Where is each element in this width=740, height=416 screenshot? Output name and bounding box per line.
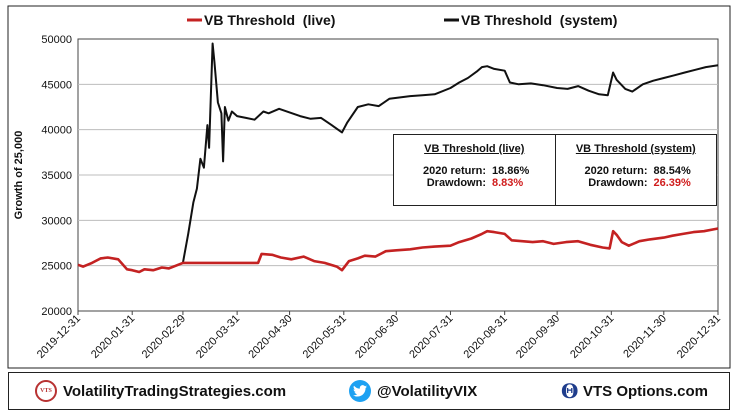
- x-tick-label: 2020-02-29: [140, 313, 188, 361]
- x-tick-label: 2020-12-31: [675, 313, 723, 361]
- x-tick-label: 2020-06-30: [353, 313, 401, 361]
- stats-live: VB Threshold (live) 2020 return: 18.86% …: [394, 135, 555, 205]
- stats-system-drawdown-value: 26.39%: [653, 177, 691, 189]
- y-tick-label: 35000: [41, 170, 72, 182]
- stats-system-return-value: 88.54%: [653, 165, 691, 177]
- y-axis-label: Growth of 25,000: [13, 131, 25, 220]
- stats-live-drawdown-value: 8.83%: [492, 177, 524, 189]
- x-tick-label: 2020-10-31: [568, 313, 616, 361]
- twitter-bird-icon: [349, 380, 371, 402]
- stats-box: VB Threshold (live) 2020 return: 18.86% …: [393, 134, 717, 206]
- stats-system-drawdown-label: Drawdown:: [588, 177, 648, 189]
- x-tick-label: 2020-09-30: [514, 313, 562, 361]
- footer-banner: VTS VolatilityTradingStrategies.com @Vol…: [8, 372, 730, 410]
- legend-label: VB Threshold (live): [204, 12, 335, 28]
- series-live-line: [77, 227, 719, 274]
- x-tick-label: 2019-12-31: [35, 313, 83, 361]
- stats-system-drawdown-row: Drawdown: 26.39%: [562, 177, 711, 189]
- stats-system-title: VB Threshold (system): [575, 143, 696, 155]
- y-tick-label: 30000: [41, 215, 72, 227]
- footer-options-text: VTS Options.com: [583, 382, 709, 400]
- stats-live-drawdown-row: Drawdown: 8.83%: [400, 177, 549, 189]
- footer-twitter[interactable]: @VolatilityVIX: [349, 380, 477, 402]
- stats-system-return-label: 2020 return:: [584, 165, 648, 177]
- stats-system: VB Threshold (system) 2020 return: 88.54…: [554, 135, 717, 205]
- chart-outer-border: [7, 5, 731, 369]
- stats-live-return-label: 2020 return:: [423, 165, 486, 177]
- stats-system-return-row: 2020 return: 88.54%: [562, 165, 711, 177]
- footer-website[interactable]: VTS VolatilityTradingStrategies.com: [35, 380, 286, 402]
- footer-options[interactable]: Θ VTS Options.com: [561, 379, 708, 403]
- y-tick-label: 20000: [41, 306, 72, 318]
- legend-label: VB Threshold (system): [461, 12, 617, 28]
- x-tick-label: 2020-07-31: [407, 313, 455, 361]
- stats-live-title: VB Threshold (live): [424, 143, 525, 155]
- footer-twitter-text: @VolatilityVIX: [377, 382, 478, 400]
- y-tick-label: 45000: [41, 79, 72, 91]
- stats-live-return-value: 18.86%: [492, 165, 530, 177]
- vts-logo-icon: VTS: [35, 380, 57, 402]
- x-tick-label: 2020-03-31: [194, 313, 242, 361]
- theta-logo-icon: Θ: [561, 379, 579, 403]
- x-tick-label: 2020-08-31: [462, 313, 510, 361]
- footer-website-text: VolatilityTradingStrategies.com: [63, 382, 287, 400]
- y-tick-label: 25000: [41, 261, 72, 273]
- x-tick-label: 2020-01-31: [89, 313, 137, 361]
- stats-live-drawdown-label: Drawdown:: [426, 177, 486, 189]
- x-tick-label: 2020-04-30: [246, 313, 294, 361]
- x-tick-label: 2020-11-30: [621, 313, 669, 361]
- y-tick-label: 50000: [41, 34, 72, 46]
- y-tick-label: 40000: [41, 125, 72, 137]
- stats-live-return-row: 2020 return: 18.86%: [400, 165, 549, 177]
- x-tick-label: 2020-05-31: [301, 313, 349, 361]
